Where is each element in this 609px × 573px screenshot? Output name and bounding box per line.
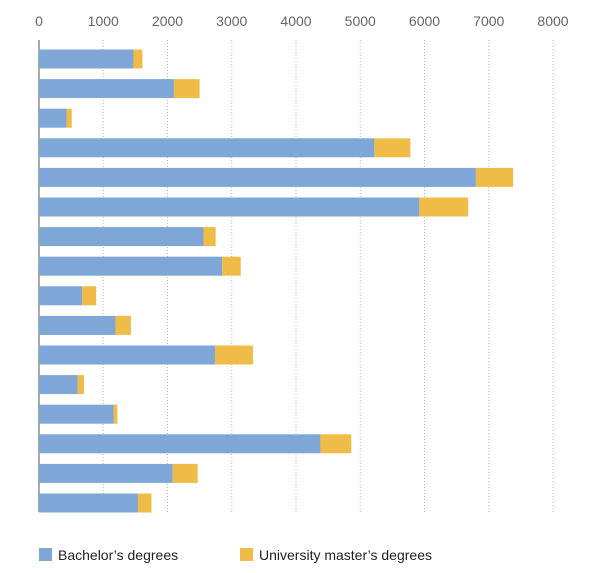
- legend-swatch: [39, 548, 52, 561]
- bar-masters: [374, 138, 411, 158]
- x-tick-label: 0: [35, 13, 43, 29]
- bar-bachelors: [39, 286, 83, 306]
- bar-bachelors: [39, 315, 116, 335]
- x-tick-label: 4000: [280, 13, 311, 29]
- bar-bachelors: [39, 197, 420, 217]
- legend: Bachelor’s degrees University master’s de…: [39, 547, 432, 563]
- bar-masters: [222, 256, 241, 276]
- x-tick-label: 3000: [216, 13, 247, 29]
- bar-masters: [215, 345, 253, 365]
- bars: [39, 49, 514, 513]
- bar-masters: [173, 79, 200, 99]
- bar-masters: [66, 108, 72, 128]
- bar-bachelors: [39, 167, 476, 187]
- bar-masters: [115, 315, 131, 335]
- x-tick-label: 1000: [88, 13, 119, 29]
- bar-masters: [113, 404, 118, 424]
- bar-bachelors: [39, 138, 375, 158]
- x-tick-label: 6000: [409, 13, 440, 29]
- bar-masters: [172, 463, 198, 483]
- bar-masters: [133, 49, 143, 69]
- bar-masters: [419, 197, 469, 217]
- x-tick-label: 2000: [152, 13, 183, 29]
- bar-bachelors: [39, 108, 67, 128]
- bar-bachelors: [39, 256, 223, 276]
- legend-label: University master’s degrees: [259, 547, 432, 563]
- bar-masters: [77, 375, 84, 395]
- bar-bachelors: [39, 375, 78, 395]
- bar-bachelors: [39, 434, 321, 454]
- bar-bachelors: [39, 49, 134, 69]
- bar-bachelors: [39, 493, 138, 513]
- bar-masters: [137, 493, 152, 513]
- x-tick-label: 8000: [537, 13, 568, 29]
- x-tick-labels: 0 1000 2000 3000 4000 5000 6000 7000 8000: [35, 13, 569, 29]
- x-tick-label: 5000: [345, 13, 376, 29]
- bar-bachelors: [39, 404, 114, 424]
- bar-masters: [203, 227, 216, 247]
- bar-bachelors: [39, 79, 174, 99]
- legend-swatch: [240, 548, 253, 561]
- gridlines: [38, 40, 554, 512]
- legend-label: Bachelor’s degrees: [58, 547, 178, 563]
- bar-bachelors: [39, 463, 173, 483]
- bar-masters: [475, 167, 514, 187]
- bar-masters: [320, 434, 352, 454]
- bar-masters: [82, 286, 97, 306]
- x-tick-label: 7000: [473, 13, 504, 29]
- bar-bachelors: [39, 345, 216, 365]
- bar-bachelors: [39, 227, 204, 247]
